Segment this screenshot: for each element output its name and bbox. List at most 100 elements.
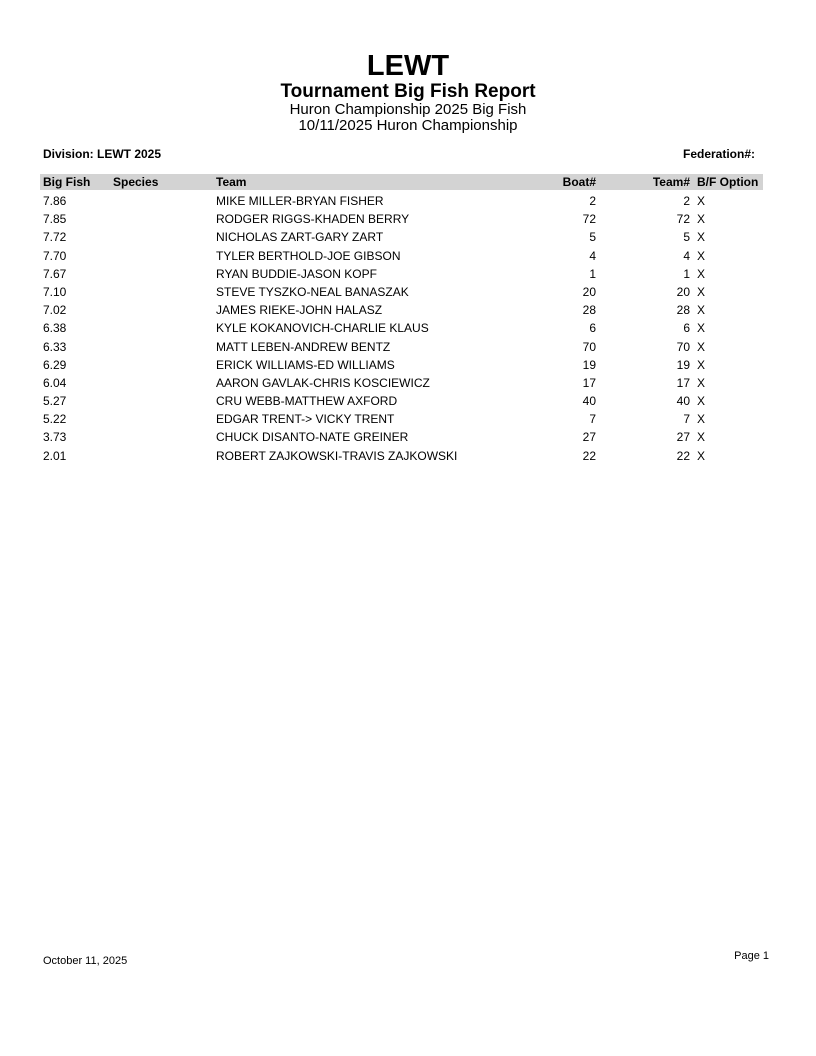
table-row: 2.01 ROBERT ZAJKOWSKI-TRAVIS ZAJKOWSKI 2… xyxy=(40,447,763,465)
bf-option-flag: X xyxy=(697,448,706,463)
big-fish-weight: 7.10 xyxy=(43,284,67,299)
team-name: CHUCK DISANTO-NATE GREINER xyxy=(216,430,409,445)
boat-number: 20 xyxy=(582,284,596,299)
footer-date: October 11, 2025 xyxy=(43,955,128,967)
boat-number: 1 xyxy=(589,266,596,281)
org-title: LEWT xyxy=(366,50,450,82)
table-row: 7.72 NICHOLAS ZART-GARY ZART 5 5 X xyxy=(40,228,763,246)
big-fish-weight: 7.72 xyxy=(43,230,67,245)
bf-option-flag: X xyxy=(697,394,706,409)
big-fish-weight: 6.04 xyxy=(43,375,67,390)
species-value xyxy=(110,374,213,392)
boat-number: 2 xyxy=(589,194,596,208)
column-header-bf-option: B/F Option xyxy=(697,175,759,189)
big-fish-weight: 3.73 xyxy=(43,430,67,445)
boat-number: 4 xyxy=(589,248,596,263)
bf-option-flag: X xyxy=(697,194,706,208)
team-number: 72 xyxy=(676,212,690,227)
team-number: 22 xyxy=(676,448,690,463)
boat-number: 17 xyxy=(582,375,596,390)
species-value xyxy=(110,447,213,465)
team-name: AARON GAVLAK-CHRIS KOSCIEWICZ xyxy=(216,375,430,390)
team-name: JAMES RIEKE-JOHN HALASZ xyxy=(216,303,383,318)
big-fish-weight: 7.86 xyxy=(43,194,67,208)
species-value xyxy=(110,247,213,265)
column-header-species: Species xyxy=(113,175,159,189)
bf-option-flag: X xyxy=(697,266,706,281)
table-row: 7.10 STEVE TYSZKO-NEAL BANASZAK 20 20 X xyxy=(40,283,763,301)
team-name: NICHOLAS ZART-GARY ZART xyxy=(216,230,384,245)
big-fish-weight: 2.01 xyxy=(43,448,67,463)
column-header-team: Team xyxy=(216,175,247,189)
table-row: 5.27 CRU WEBB-MATTHEW AXFORD 40 40 X xyxy=(40,392,763,410)
team-number: 19 xyxy=(676,357,690,372)
boat-number: 27 xyxy=(582,430,596,445)
team-number: 20 xyxy=(676,284,690,299)
team-name: ERICK WILLIAMS-ED WILLIAMS xyxy=(216,357,395,372)
report-date-line: 10/11/2025 Huron Championship xyxy=(298,117,518,134)
species-value xyxy=(110,283,213,301)
table-row: 7.02 JAMES RIEKE-JOHN HALASZ 28 28 X xyxy=(40,301,763,319)
big-fish-weight: 6.38 xyxy=(43,321,67,336)
team-number: 27 xyxy=(676,430,690,445)
big-fish-weight: 7.85 xyxy=(43,212,67,227)
species-value xyxy=(110,319,213,337)
table-row: 7.70 TYLER BERTHOLD-JOE GIBSON 4 4 X xyxy=(40,247,763,265)
team-number: 4 xyxy=(683,248,690,263)
boat-number: 5 xyxy=(589,230,596,245)
bf-option-flag: X xyxy=(697,248,706,263)
bf-option-flag: X xyxy=(697,321,706,336)
team-name: RODGER RIGGS-KHADEN BERRY xyxy=(216,212,410,227)
big-fish-weight: 6.33 xyxy=(43,339,67,354)
team-name: EDGAR TRENT-> VICKY TRENT xyxy=(216,412,395,427)
team-number: 70 xyxy=(676,339,690,354)
division-label: Division: LEWT 2025 xyxy=(43,147,162,161)
team-name: ROBERT ZAJKOWSKI-TRAVIS ZAJKOWSKI xyxy=(216,448,458,463)
team-name: KYLE KOKANOVICH-CHARLIE KLAUS xyxy=(216,321,429,336)
team-number: 7 xyxy=(683,412,690,427)
boat-number: 70 xyxy=(582,339,596,354)
species-value xyxy=(110,228,213,246)
species-value xyxy=(110,428,213,446)
table-row: 6.29 ERICK WILLIAMS-ED WILLIAMS 19 19 X xyxy=(40,356,763,374)
bf-option-flag: X xyxy=(697,357,706,372)
boat-number: 40 xyxy=(582,394,596,409)
team-name: RYAN BUDDIE-JASON KOPF xyxy=(216,266,377,281)
species-value xyxy=(110,410,213,428)
big-fish-table: Big Fish Species Team Boat# Team# B/F Op… xyxy=(40,174,763,465)
table-body: 7.86 MIKE MILLER-BRYAN FISHER 2 2 X 7.85… xyxy=(40,192,763,465)
table-header-row: Big Fish Species Team Boat# Team# B/F Op… xyxy=(40,174,763,190)
species-value xyxy=(110,392,213,410)
boat-number: 72 xyxy=(582,212,596,227)
team-name: CRU WEBB-MATTHEW AXFORD xyxy=(216,394,398,409)
table-row: 7.85 RODGER RIGGS-KHADEN BERRY 72 72 X xyxy=(40,210,763,228)
boat-number: 7 xyxy=(589,412,596,427)
team-name: TYLER BERTHOLD-JOE GIBSON xyxy=(216,248,401,263)
bf-option-flag: X xyxy=(697,339,706,354)
bf-option-flag: X xyxy=(697,230,706,245)
boat-number: 28 xyxy=(582,303,596,318)
bf-option-flag: X xyxy=(697,430,706,445)
boat-number: 22 xyxy=(582,448,596,463)
team-number: 17 xyxy=(676,375,690,390)
table-row: 7.86 MIKE MILLER-BRYAN FISHER 2 2 X xyxy=(40,192,763,210)
table-row: 3.73 CHUCK DISANTO-NATE GREINER 27 27 X xyxy=(40,428,763,446)
team-number: 5 xyxy=(683,230,690,245)
big-fish-weight: 7.02 xyxy=(43,303,67,318)
column-header-boat-num: Boat# xyxy=(562,175,596,189)
big-fish-weight: 6.29 xyxy=(43,357,67,372)
division-row: Division: LEWT 2025 Federation#: xyxy=(43,147,755,161)
boat-number: 6 xyxy=(589,321,596,336)
bf-option-flag: X xyxy=(697,212,706,227)
bf-option-flag: X xyxy=(697,284,706,299)
species-value xyxy=(110,338,213,356)
column-header-big-fish: Big Fish xyxy=(43,175,91,189)
species-value xyxy=(110,356,213,374)
table-row: 6.33 MATT LEBEN-ANDREW BENTZ 70 70 X xyxy=(40,338,763,356)
report-subtitle: Huron Championship 2025 Big Fish xyxy=(289,101,527,118)
big-fish-weight: 7.67 xyxy=(43,266,67,281)
boat-number: 19 xyxy=(582,357,596,372)
big-fish-weight: 5.22 xyxy=(43,412,67,427)
bf-option-flag: X xyxy=(697,412,706,427)
